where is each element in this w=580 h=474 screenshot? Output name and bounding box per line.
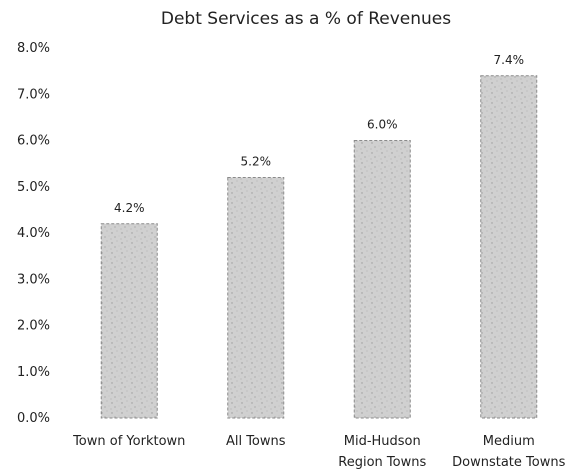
- x-category-label-line: Town of Yorktown: [72, 434, 185, 449]
- bar-value-label: 7.4%: [494, 53, 525, 67]
- bar-value-label: 6.0%: [367, 118, 398, 132]
- y-tick-label: 1.0%: [17, 365, 50, 380]
- y-tick-label: 5.0%: [17, 180, 50, 195]
- y-axis: 0.0% 1.0% 2.0% 3.0% 4.0% 5.0% 6.0% 7.0% 8.0%: [17, 41, 50, 426]
- x-category-label-line: Medium: [483, 434, 535, 449]
- y-tick-label: 7.0%: [17, 87, 50, 102]
- x-category-label: All Towns: [226, 434, 286, 449]
- x-category-label-line: Downstate Towns: [452, 455, 565, 470]
- x-category-label: Medium Downstate Towns: [452, 434, 565, 470]
- bar: [227, 177, 285, 419]
- y-tick-label: 6.0%: [17, 134, 50, 149]
- bar: [100, 223, 158, 419]
- x-category-label-line: Mid-Hudson: [344, 434, 421, 449]
- bar: [480, 75, 538, 419]
- y-tick-label: 8.0%: [17, 41, 50, 56]
- chart-title: Debt Services as a % of Revenues: [161, 9, 451, 29]
- y-tick-label: 0.0%: [17, 411, 50, 426]
- y-tick-label: 4.0%: [17, 226, 50, 241]
- bar-value-label: 4.2%: [114, 201, 145, 215]
- x-category-label-line: Region Towns: [338, 455, 426, 470]
- bars: 4.2% 5.2% 6.0% 7.4%: [100, 53, 538, 419]
- x-category-label: Mid-Hudson Region Towns: [338, 434, 426, 470]
- x-category-label: Town of Yorktown: [72, 434, 185, 449]
- bar: [353, 140, 411, 419]
- bar-value-label: 5.2%: [241, 155, 272, 169]
- y-tick-label: 2.0%: [17, 319, 50, 334]
- x-category-label-line: All Towns: [226, 434, 286, 449]
- y-tick-label: 3.0%: [17, 272, 50, 287]
- x-axis: Town of Yorktown All Towns Mid-Hudson Regio…: [72, 434, 566, 470]
